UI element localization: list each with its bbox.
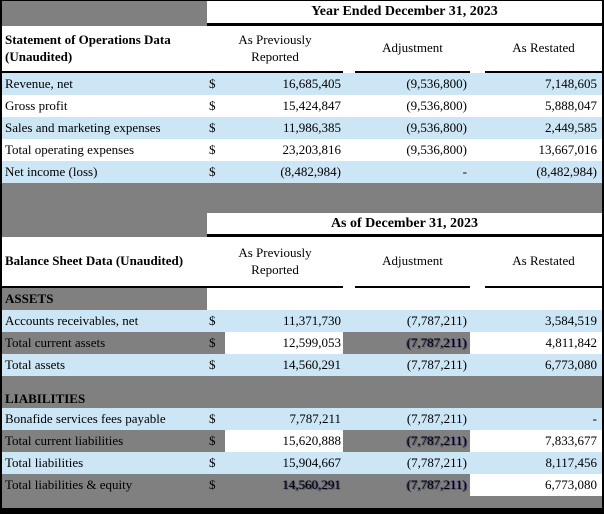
row-label: Gross profit (5, 98, 68, 113)
restated-value: 6,773,080 (545, 357, 597, 372)
table-row: Total liabilities & equity $ 14,560,291 … (2, 474, 602, 496)
column-header-as-restated: As Restated (470, 237, 602, 288)
adjustment-value: (7,787,211) (406, 313, 467, 328)
period-band-spacer (2, 1, 207, 26)
operations-row-header: Statement of Operations Data (Unaudited) (2, 26, 207, 73)
currency-symbol: $ (209, 411, 216, 426)
table-row: Gross profit $ 15,424,847 (9,536,800) 5,… (2, 95, 602, 117)
column-header-previously-reported: As Previously Reported (207, 26, 343, 73)
operations-table: Year Ended December 31, 2023 Statement o… (2, 1, 602, 183)
row-label: Total operating expenses (5, 142, 135, 157)
previously-reported-value: 15,620,888 (225, 430, 343, 452)
column-header-previously-reported: As Previously Reported (207, 237, 343, 288)
adjustment-value: - (462, 164, 467, 179)
balance-column-headers: Balance Sheet Data (Unaudited) As Previo… (2, 237, 602, 288)
restated-value: 7,148,605 (545, 76, 597, 91)
previously-reported-value: 15,904,667 (282, 455, 342, 470)
previously-reported-value: 14,560,291 (282, 357, 342, 372)
adjustment-value: (7,787,211) (406, 455, 467, 470)
restated-value: 2,449,585 (545, 120, 597, 135)
operations-period-band: Year Ended December 31, 2023 (2, 1, 602, 26)
currency-symbol: $ (209, 164, 216, 179)
previously-reported-value: 16,685,405 (282, 76, 342, 91)
table-row: Total assets $ 14,560,291 (7,787,211) 6,… (2, 354, 602, 376)
previously-reported-value: 23,203,816 (282, 142, 342, 157)
currency-symbol: $ (209, 477, 216, 492)
restated-value: 5,888,047 (545, 98, 597, 113)
previously-reported-value: 11,371,730 (282, 313, 341, 328)
previously-reported-value: 11,986,385 (282, 120, 341, 135)
adjustment-value: (7,787,211) (406, 357, 467, 372)
table-separator (2, 183, 602, 213)
restated-value: 13,667,016 (538, 142, 598, 157)
adjustment-value: (7,787,211) (406, 433, 467, 448)
table-row: Accounts receivables, net $ 11,371,730 (… (2, 310, 602, 332)
previously-reported-value: 7,787,211 (289, 411, 341, 426)
column-header-adjustment: Adjustment (343, 237, 470, 288)
column-header-adjustment: Adjustment (343, 26, 470, 73)
table-row: Total liabilities $ 15,904,667 (7,787,21… (2, 452, 602, 474)
table-row: Total current liabilities $ 15,620,888 (… (2, 430, 602, 452)
currency-symbol: $ (209, 357, 216, 372)
currency-symbol: $ (209, 313, 216, 328)
restated-value: 4,811,842 (470, 332, 602, 354)
currency-symbol: $ (209, 98, 216, 113)
assets-section-header: ASSETS (2, 288, 602, 310)
table-row: Total operating expenses $ 23,203,816 (9… (2, 139, 602, 161)
adjustment-value: (7,787,211) (406, 477, 467, 492)
row-label: Accounts receivables, net (5, 313, 139, 328)
restated-value: 8,117,456 (545, 455, 597, 470)
currency-symbol: $ (209, 120, 216, 135)
adjustment-value: (7,787,211) (406, 335, 467, 350)
operations-period-header: Year Ended December 31, 2023 (207, 1, 602, 26)
restated-value: 6,773,080 (470, 474, 602, 496)
table-row: Net income (loss) $ (8,482,984) - (8,482… (2, 161, 602, 183)
row-label: Total liabilities (5, 455, 84, 470)
table-row: Bonafide services fees payable $ 7,787,2… (2, 408, 602, 430)
previously-reported-value: 14,560,291 (282, 477, 342, 492)
currency-symbol: $ (209, 76, 216, 91)
restated-value: 3,584,519 (545, 313, 597, 328)
table-row: Sales and marketing expenses $ 11,986,38… (2, 117, 602, 139)
previously-reported-value: 12,599,053 (225, 332, 343, 354)
row-label: Sales and marketing expenses (5, 120, 161, 135)
currency-symbol: $ (209, 455, 216, 470)
balance-period-band: As of December 31, 2023 (2, 213, 602, 237)
row-label: Revenue, net (5, 76, 73, 91)
table-row: Total current assets $ 12,599,053 (7,787… (2, 332, 602, 354)
restated-value: 7,833,677 (470, 430, 602, 452)
previously-reported-value: (8,482,984) (280, 164, 341, 179)
row-label: Total assets (5, 357, 66, 372)
currency-symbol: $ (209, 335, 216, 350)
operations-column-headers: Statement of Operations Data (Unaudited)… (2, 26, 602, 73)
row-label: Total current assets (5, 335, 106, 350)
adjustment-value: (7,787,211) (406, 411, 467, 426)
section-separator (2, 376, 602, 390)
balance-period-header: As of December 31, 2023 (207, 213, 602, 237)
period-band-spacer (2, 213, 207, 237)
column-header-as-restated: As Restated (470, 26, 602, 73)
currency-symbol: $ (209, 433, 216, 448)
balance-sheet-table: As of December 31, 2023 Balance Sheet Da… (2, 213, 602, 496)
restated-value: - (592, 411, 597, 426)
row-label: Total liabilities & equity (5, 477, 133, 492)
row-label: Bonafide services fees payable (5, 411, 166, 426)
adjustment-value: (9,536,800) (406, 142, 467, 157)
balance-row-header: Balance Sheet Data (Unaudited) (2, 237, 207, 288)
row-label: Total current liabilities (5, 433, 124, 448)
liabilities-section-header: LIABILITIES (5, 391, 86, 406)
table-row: Revenue, net $ 16,685,405 (9,536,800) 7,… (2, 73, 602, 95)
adjustment-value: (9,536,800) (406, 76, 467, 91)
adjustment-value: (9,536,800) (406, 98, 467, 113)
adjustment-value: (9,536,800) (406, 120, 467, 135)
row-label: Net income (loss) (5, 164, 98, 179)
currency-symbol: $ (209, 142, 216, 157)
restated-value: (8,482,984) (536, 164, 597, 179)
previously-reported-value: 15,424,847 (282, 98, 342, 113)
